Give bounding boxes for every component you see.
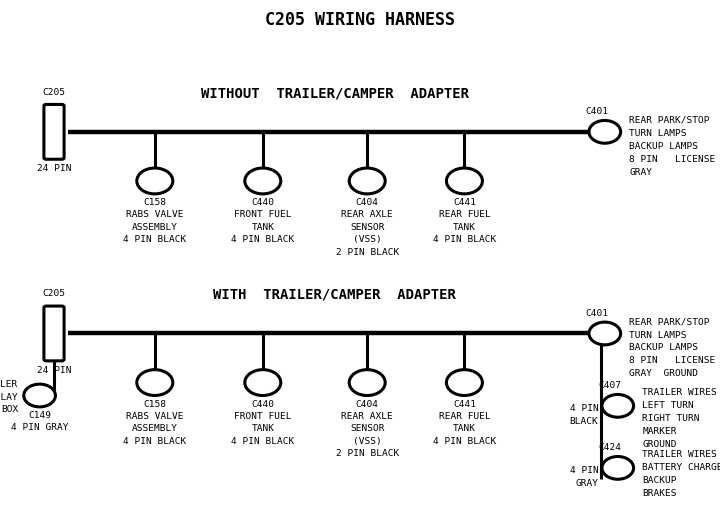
- Text: TRAILER WIRES: TRAILER WIRES: [642, 388, 717, 398]
- Text: 4 PIN BLACK: 4 PIN BLACK: [231, 235, 294, 244]
- Text: LEFT TURN: LEFT TURN: [642, 401, 694, 410]
- Text: C205: C205: [42, 88, 66, 97]
- Text: REAR FUEL: REAR FUEL: [438, 412, 490, 421]
- Circle shape: [602, 457, 634, 479]
- Text: TANK: TANK: [453, 223, 476, 232]
- Text: TANK: TANK: [251, 424, 274, 433]
- Text: C158: C158: [143, 400, 166, 408]
- Text: TURN LAMPS: TURN LAMPS: [629, 330, 687, 340]
- Circle shape: [137, 168, 173, 194]
- Circle shape: [245, 370, 281, 396]
- Text: BLACK: BLACK: [570, 417, 598, 426]
- Text: WITH  TRAILER/CAMPER  ADAPTER: WITH TRAILER/CAMPER ADAPTER: [213, 287, 456, 302]
- FancyBboxPatch shape: [44, 306, 64, 361]
- Text: C440: C440: [251, 198, 274, 207]
- Text: BRAKES: BRAKES: [642, 489, 677, 498]
- Text: 4 PIN BLACK: 4 PIN BLACK: [231, 437, 294, 446]
- Text: RABS VALVE: RABS VALVE: [126, 412, 184, 421]
- Text: BOX: BOX: [1, 405, 18, 415]
- Text: C401: C401: [585, 108, 608, 116]
- Text: C441: C441: [453, 198, 476, 207]
- Text: TURN LAMPS: TURN LAMPS: [629, 129, 687, 138]
- Text: C424: C424: [598, 444, 621, 452]
- Circle shape: [446, 168, 482, 194]
- Text: 2 PIN BLACK: 2 PIN BLACK: [336, 449, 399, 458]
- Text: REAR PARK/STOP: REAR PARK/STOP: [629, 116, 710, 125]
- Text: BACKUP LAMPS: BACKUP LAMPS: [629, 343, 698, 353]
- Text: (VSS): (VSS): [353, 235, 382, 244]
- Text: BACKUP: BACKUP: [642, 476, 677, 485]
- Circle shape: [602, 394, 634, 417]
- Text: 4 PIN BLACK: 4 PIN BLACK: [433, 437, 496, 446]
- Text: 8 PIN   LICENSE LAMPS: 8 PIN LICENSE LAMPS: [629, 356, 720, 366]
- Text: TANK: TANK: [251, 223, 274, 232]
- Text: FRONT FUEL: FRONT FUEL: [234, 210, 292, 219]
- Text: ASSEMBLY: ASSEMBLY: [132, 424, 178, 433]
- Text: C205: C205: [42, 290, 66, 298]
- Text: 4 PIN BLACK: 4 PIN BLACK: [123, 235, 186, 244]
- Text: ASSEMBLY: ASSEMBLY: [132, 223, 178, 232]
- Circle shape: [349, 370, 385, 396]
- Text: 4 PIN BLACK: 4 PIN BLACK: [123, 437, 186, 446]
- Text: C404: C404: [356, 198, 379, 207]
- Text: REAR AXLE: REAR AXLE: [341, 412, 393, 421]
- Text: REAR AXLE: REAR AXLE: [341, 210, 393, 219]
- Circle shape: [589, 120, 621, 143]
- Text: 4 PIN: 4 PIN: [570, 466, 598, 475]
- Text: 4 PIN GRAY: 4 PIN GRAY: [11, 423, 68, 432]
- Text: MARKER: MARKER: [642, 427, 677, 436]
- FancyBboxPatch shape: [44, 104, 64, 159]
- Text: C440: C440: [251, 400, 274, 408]
- Text: SENSOR: SENSOR: [350, 223, 384, 232]
- Text: C407: C407: [598, 382, 621, 390]
- Circle shape: [349, 168, 385, 194]
- Text: GRAY: GRAY: [575, 479, 598, 488]
- Text: BATTERY CHARGE: BATTERY CHARGE: [642, 463, 720, 473]
- Text: 8 PIN   LICENSE LAMPS: 8 PIN LICENSE LAMPS: [629, 155, 720, 164]
- Text: RIGHT TURN: RIGHT TURN: [642, 414, 700, 423]
- Text: GROUND: GROUND: [642, 440, 677, 449]
- Text: GRAY  GROUND: GRAY GROUND: [629, 369, 698, 378]
- Text: FRONT FUEL: FRONT FUEL: [234, 412, 292, 421]
- Text: RABS VALVE: RABS VALVE: [126, 210, 184, 219]
- Text: SENSOR: SENSOR: [350, 424, 384, 433]
- Circle shape: [446, 370, 482, 396]
- Circle shape: [24, 384, 55, 407]
- Text: 24 PIN: 24 PIN: [37, 164, 71, 173]
- Text: RELAY: RELAY: [0, 392, 18, 402]
- Text: C441: C441: [453, 400, 476, 408]
- Text: C149: C149: [28, 411, 51, 420]
- Text: GRAY: GRAY: [629, 168, 652, 177]
- Text: REAR FUEL: REAR FUEL: [438, 210, 490, 219]
- Text: 2 PIN BLACK: 2 PIN BLACK: [336, 248, 399, 256]
- Text: (VSS): (VSS): [353, 437, 382, 446]
- Text: TRAILER WIRES: TRAILER WIRES: [642, 450, 717, 460]
- Text: BACKUP LAMPS: BACKUP LAMPS: [629, 142, 698, 151]
- Text: 4 PIN: 4 PIN: [570, 404, 598, 413]
- Text: C404: C404: [356, 400, 379, 408]
- Text: TANK: TANK: [453, 424, 476, 433]
- Text: C401: C401: [585, 309, 608, 318]
- Circle shape: [589, 322, 621, 345]
- Text: 4 PIN BLACK: 4 PIN BLACK: [433, 235, 496, 244]
- Text: C205 WIRING HARNESS: C205 WIRING HARNESS: [265, 11, 455, 28]
- Text: 24 PIN: 24 PIN: [37, 366, 71, 374]
- Text: WITHOUT  TRAILER/CAMPER  ADAPTER: WITHOUT TRAILER/CAMPER ADAPTER: [201, 86, 469, 100]
- Circle shape: [137, 370, 173, 396]
- Circle shape: [245, 168, 281, 194]
- Text: TRAILER: TRAILER: [0, 379, 18, 389]
- Text: REAR PARK/STOP: REAR PARK/STOP: [629, 317, 710, 327]
- Text: C158: C158: [143, 198, 166, 207]
